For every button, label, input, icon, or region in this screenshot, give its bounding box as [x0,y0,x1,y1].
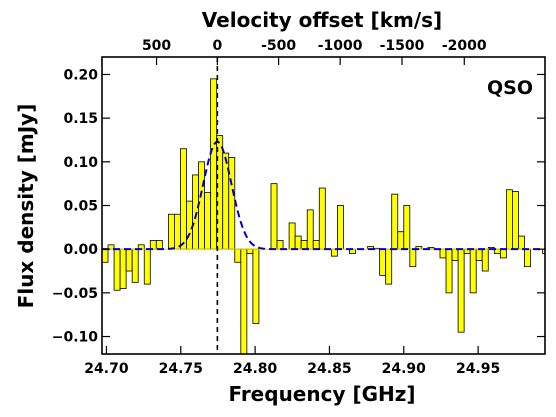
velocity-tick-labels: 500 0 -500 -1000 -1500 -2000 [142,38,487,54]
x-tick-label: 24.90 [382,361,427,377]
histogram-bar [475,248,483,261]
x-tick-labels: 24.70 24.75 24.80 24.85 24.90 24.95 [84,361,500,377]
y-tick-label: 0.15 [63,111,98,127]
x-tick-label: 24.80 [233,361,278,377]
histogram-bar [276,240,284,250]
histogram-bar [306,209,314,250]
velocity-tick-label: -500 [261,38,296,54]
histogram-bar [397,231,405,250]
histogram-bar [180,148,187,250]
histogram-bar [505,189,513,250]
x-axis-title: Frequency [GHz] [228,382,415,406]
histogram-bar [210,78,218,250]
histogram-bar [101,248,109,263]
histogram-bars [101,78,546,355]
velocity-tick-label: 500 [142,38,171,54]
histogram-bar [234,248,242,263]
histogram-bar [391,193,399,250]
gaussian-fit-line [102,140,545,251]
y-axis-title: Flux density [mJy] [14,104,38,309]
histogram-bar [119,248,127,289]
y-tick-label: 0.20 [63,67,98,83]
top-axis-title: Velocity offset [km/s] [202,8,442,32]
histogram-bar [439,248,447,259]
y-tick-label: −0.05 [52,286,98,302]
axis-ticks [102,57,545,354]
histogram-bar [246,248,254,254]
x-tick-label: 24.95 [456,361,500,377]
histogram-bar [131,248,139,283]
histogram-bar [204,191,212,250]
histogram-bar [186,200,193,250]
velocity-tick-label: -2000 [442,38,487,54]
x-tick-label: 24.75 [159,361,203,377]
histogram-bar [512,191,519,250]
histogram-bar [379,248,387,276]
histogram-bar [336,205,344,250]
panel-label: QSO [487,77,533,99]
y-tick-label: 0.05 [63,199,98,215]
histogram-bar [192,174,199,250]
histogram-bar [174,213,181,250]
histogram-bar [499,248,507,259]
histogram-bar [481,248,489,272]
velocity-tick-label: 0 [212,38,222,54]
histogram-bar [252,248,260,324]
histogram-bar [445,248,453,294]
histogram-bar [524,248,531,268]
histogram-bar [409,248,417,268]
histogram-bar [318,187,326,250]
histogram-bar [167,213,175,250]
histogram-bar [469,248,477,294]
x-tick-label: 24.70 [84,361,129,377]
histogram-bar [155,240,163,250]
histogram-bar [330,248,338,257]
histogram-bar [312,240,320,250]
histogram-bar [457,248,465,333]
histogram-bar [222,152,230,250]
histogram-bar [518,235,525,250]
histogram-bar [288,222,296,250]
histogram-bar [270,183,278,250]
histogram-bar [300,240,308,250]
y-tick-labels: 0.20 0.15 0.10 0.05 0.00 −0.05 −0.10 [52,67,99,345]
histogram-bar [240,248,248,355]
histogram-bar [198,161,206,250]
velocity-tick-label: -1000 [318,38,363,54]
x-tick-label: 24.85 [307,361,351,377]
histogram-bar [403,205,411,250]
velocity-tick-label: -1500 [380,38,425,54]
y-tick-label: −0.10 [52,330,99,346]
histogram-bar [125,248,133,272]
histogram-bar [385,248,393,285]
histogram-bar [451,248,459,261]
histogram-bar [143,248,151,285]
y-tick-label: 0.10 [63,155,98,171]
histogram-bar [294,235,302,250]
y-tick-label: 0.00 [63,242,98,258]
histogram-bar [113,248,121,291]
histogram-bar [149,240,157,250]
